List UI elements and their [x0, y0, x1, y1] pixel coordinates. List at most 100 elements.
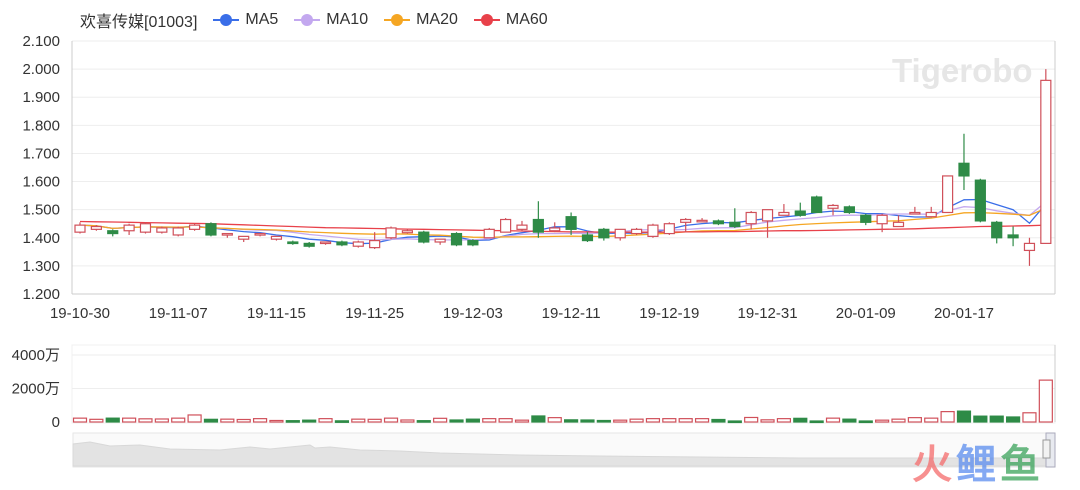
x-tick-label: 20-01-09 — [836, 305, 896, 322]
candle-body — [581, 234, 594, 242]
candle-body — [925, 211, 937, 218]
volume-bar — [596, 419, 611, 423]
volume-bar — [580, 419, 595, 423]
y-tick-label: 1.500 — [22, 202, 60, 219]
legend-item-ma10[interactable]: MA10 — [294, 11, 368, 29]
navigator-handle-icon[interactable] — [1042, 439, 1051, 459]
candle-body — [1040, 79, 1052, 245]
y-tick-label: 2.100 — [22, 33, 60, 50]
candle — [90, 225, 102, 231]
candle-body — [630, 228, 643, 235]
candle-body — [729, 221, 741, 228]
candle-body — [843, 206, 855, 214]
volume-bar — [662, 418, 677, 423]
candle — [696, 218, 708, 223]
candle-body — [483, 228, 495, 239]
candle — [958, 133, 970, 190]
legend-item-ma20[interactable]: MA20 — [384, 11, 458, 29]
volume-bar — [171, 417, 186, 423]
volume-bar — [449, 419, 464, 423]
volume-bar — [334, 420, 350, 423]
candle-body — [827, 204, 839, 209]
candle-body — [205, 223, 217, 236]
volume-bar — [1038, 379, 1053, 423]
candle-body — [811, 196, 823, 214]
stock-title: 欢喜传媒[01003] — [80, 14, 198, 31]
candle — [581, 232, 594, 242]
candle-body — [532, 218, 544, 233]
candle — [909, 206, 921, 215]
candle — [843, 205, 855, 214]
candle-body — [401, 230, 413, 234]
y-tick-label: 1.200 — [22, 286, 60, 303]
candle-body — [565, 216, 577, 230]
volume-tick-label: 2000万 — [12, 381, 60, 398]
candle — [188, 223, 201, 231]
candle — [925, 206, 937, 218]
candle — [811, 195, 823, 214]
candle — [418, 230, 430, 244]
volume-panel — [71, 344, 1056, 424]
candle — [876, 213, 888, 233]
volume-bar — [514, 419, 530, 423]
candle-body — [450, 232, 463, 246]
candle-body — [696, 219, 708, 223]
candle — [401, 229, 413, 234]
candle-body — [418, 231, 430, 243]
volume-bar — [531, 415, 546, 423]
candle — [205, 222, 217, 237]
x-tick-label: 19-10-30 — [50, 305, 110, 322]
volume-tick-label: 0 — [52, 414, 60, 431]
candle-body — [794, 210, 806, 216]
legend-label: MA60 — [505, 11, 548, 28]
volume-bar — [776, 418, 792, 423]
volume-bar — [187, 414, 202, 423]
candle — [450, 232, 463, 247]
candle-body — [876, 214, 888, 225]
candle-body — [745, 211, 757, 225]
volume-bar — [973, 415, 988, 423]
legend-label: MA10 — [326, 11, 369, 28]
volume-bar — [220, 418, 235, 423]
candle-body — [254, 232, 266, 236]
volume-bar — [645, 418, 661, 423]
candle — [1040, 69, 1052, 245]
legend-item-ma5[interactable]: MA5 — [213, 11, 278, 29]
volume-bar — [809, 420, 824, 424]
candle — [516, 220, 528, 231]
candle-body — [500, 218, 512, 233]
candle-body — [614, 228, 626, 239]
candle — [794, 202, 806, 217]
volume-bar — [907, 417, 922, 423]
candle-body — [385, 227, 397, 239]
candle — [892, 215, 905, 228]
legend-item-ma60[interactable]: MA60 — [473, 11, 548, 29]
ma5-swatch-icon — [213, 14, 240, 26]
candle-body — [156, 227, 168, 233]
y-tick-label: 1.800 — [22, 117, 60, 134]
candle-body — [107, 230, 119, 235]
volume-bar — [891, 418, 906, 423]
volume-bar — [138, 418, 153, 423]
volume-bar — [302, 419, 317, 423]
volume-bar — [1022, 412, 1037, 423]
candle — [172, 226, 184, 237]
y-tick-label: 1.600 — [22, 174, 60, 191]
candle-body — [467, 239, 479, 246]
volume-bar — [433, 417, 448, 423]
candle-body — [434, 238, 446, 243]
candle — [319, 241, 332, 245]
candle — [139, 222, 152, 234]
volume-bar — [858, 420, 873, 424]
volume-bar — [236, 418, 251, 423]
candle-body — [319, 241, 332, 245]
legend-label: MA5 — [245, 11, 279, 28]
candle-body — [369, 239, 381, 249]
logo-watermark: 火鲤鱼 — [912, 432, 1044, 490]
candle — [336, 240, 348, 247]
candle-body — [778, 211, 790, 216]
candle — [123, 223, 135, 235]
x-tick-label: 19-12-31 — [738, 305, 798, 322]
y-tick-label: 1.700 — [22, 145, 60, 162]
